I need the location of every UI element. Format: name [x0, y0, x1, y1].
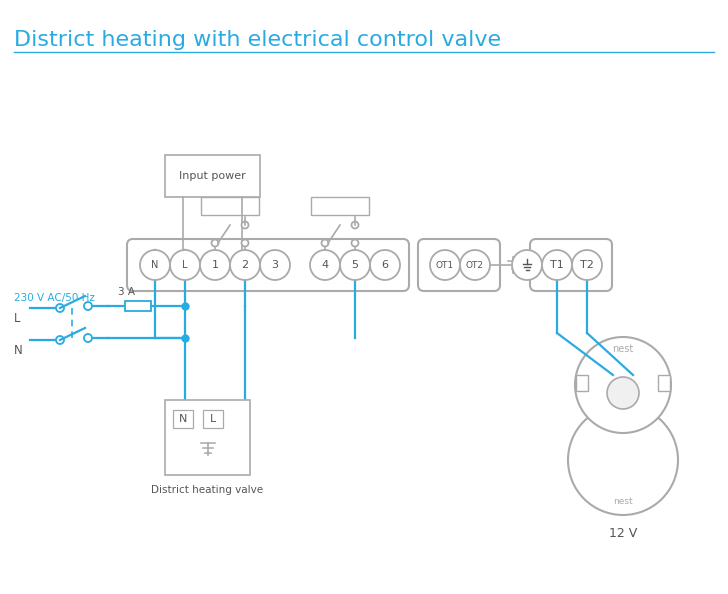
Circle shape — [430, 250, 460, 280]
Bar — [165, 155, 260, 197]
Text: 3: 3 — [272, 260, 279, 270]
Text: L: L — [14, 312, 20, 326]
Circle shape — [230, 250, 260, 280]
Circle shape — [370, 250, 400, 280]
Circle shape — [260, 250, 290, 280]
Circle shape — [200, 250, 230, 280]
Text: T1: T1 — [550, 260, 564, 270]
Bar — [203, 410, 223, 428]
Text: 2: 2 — [242, 260, 248, 270]
Text: N: N — [14, 345, 23, 358]
Circle shape — [322, 239, 328, 247]
Text: N: N — [179, 414, 187, 424]
Text: 4: 4 — [322, 260, 328, 270]
Circle shape — [542, 250, 572, 280]
Circle shape — [56, 304, 64, 312]
Circle shape — [572, 250, 602, 280]
Circle shape — [242, 222, 248, 229]
FancyBboxPatch shape — [127, 239, 409, 291]
Circle shape — [352, 239, 358, 247]
FancyBboxPatch shape — [418, 239, 500, 291]
Text: L: L — [182, 260, 188, 270]
Text: 6: 6 — [381, 260, 389, 270]
Circle shape — [575, 337, 671, 433]
Text: nest: nest — [613, 497, 633, 505]
Circle shape — [310, 250, 340, 280]
Text: 5: 5 — [352, 260, 358, 270]
Circle shape — [460, 250, 490, 280]
Text: T2: T2 — [580, 260, 594, 270]
Text: L: L — [210, 414, 216, 424]
Text: District heating valve: District heating valve — [151, 485, 264, 495]
Bar — [658, 375, 670, 391]
Text: District heating with electrical control valve: District heating with electrical control… — [14, 30, 501, 50]
Circle shape — [352, 222, 358, 229]
Circle shape — [607, 377, 639, 409]
Bar — [201, 197, 259, 215]
FancyBboxPatch shape — [530, 239, 612, 291]
Circle shape — [84, 334, 92, 342]
Circle shape — [242, 239, 248, 247]
Text: 230 V AC/50 Hz: 230 V AC/50 Hz — [14, 293, 95, 303]
Bar — [173, 410, 193, 428]
Circle shape — [568, 405, 678, 515]
Bar — [165, 400, 250, 475]
Text: OT2: OT2 — [466, 261, 484, 270]
Circle shape — [56, 336, 64, 344]
Text: 1: 1 — [212, 260, 218, 270]
Bar — [125, 301, 151, 311]
Circle shape — [512, 250, 542, 280]
Circle shape — [84, 302, 92, 310]
Text: Input power: Input power — [179, 171, 246, 181]
Text: 12 V: 12 V — [609, 527, 637, 540]
Bar — [311, 197, 369, 215]
Text: nest: nest — [612, 344, 633, 354]
Circle shape — [340, 250, 370, 280]
Circle shape — [212, 239, 218, 247]
Bar — [576, 375, 588, 391]
Text: 3 A: 3 A — [118, 287, 135, 297]
Circle shape — [140, 250, 170, 280]
Text: N: N — [151, 260, 159, 270]
Circle shape — [170, 250, 200, 280]
Text: OT1: OT1 — [436, 261, 454, 270]
